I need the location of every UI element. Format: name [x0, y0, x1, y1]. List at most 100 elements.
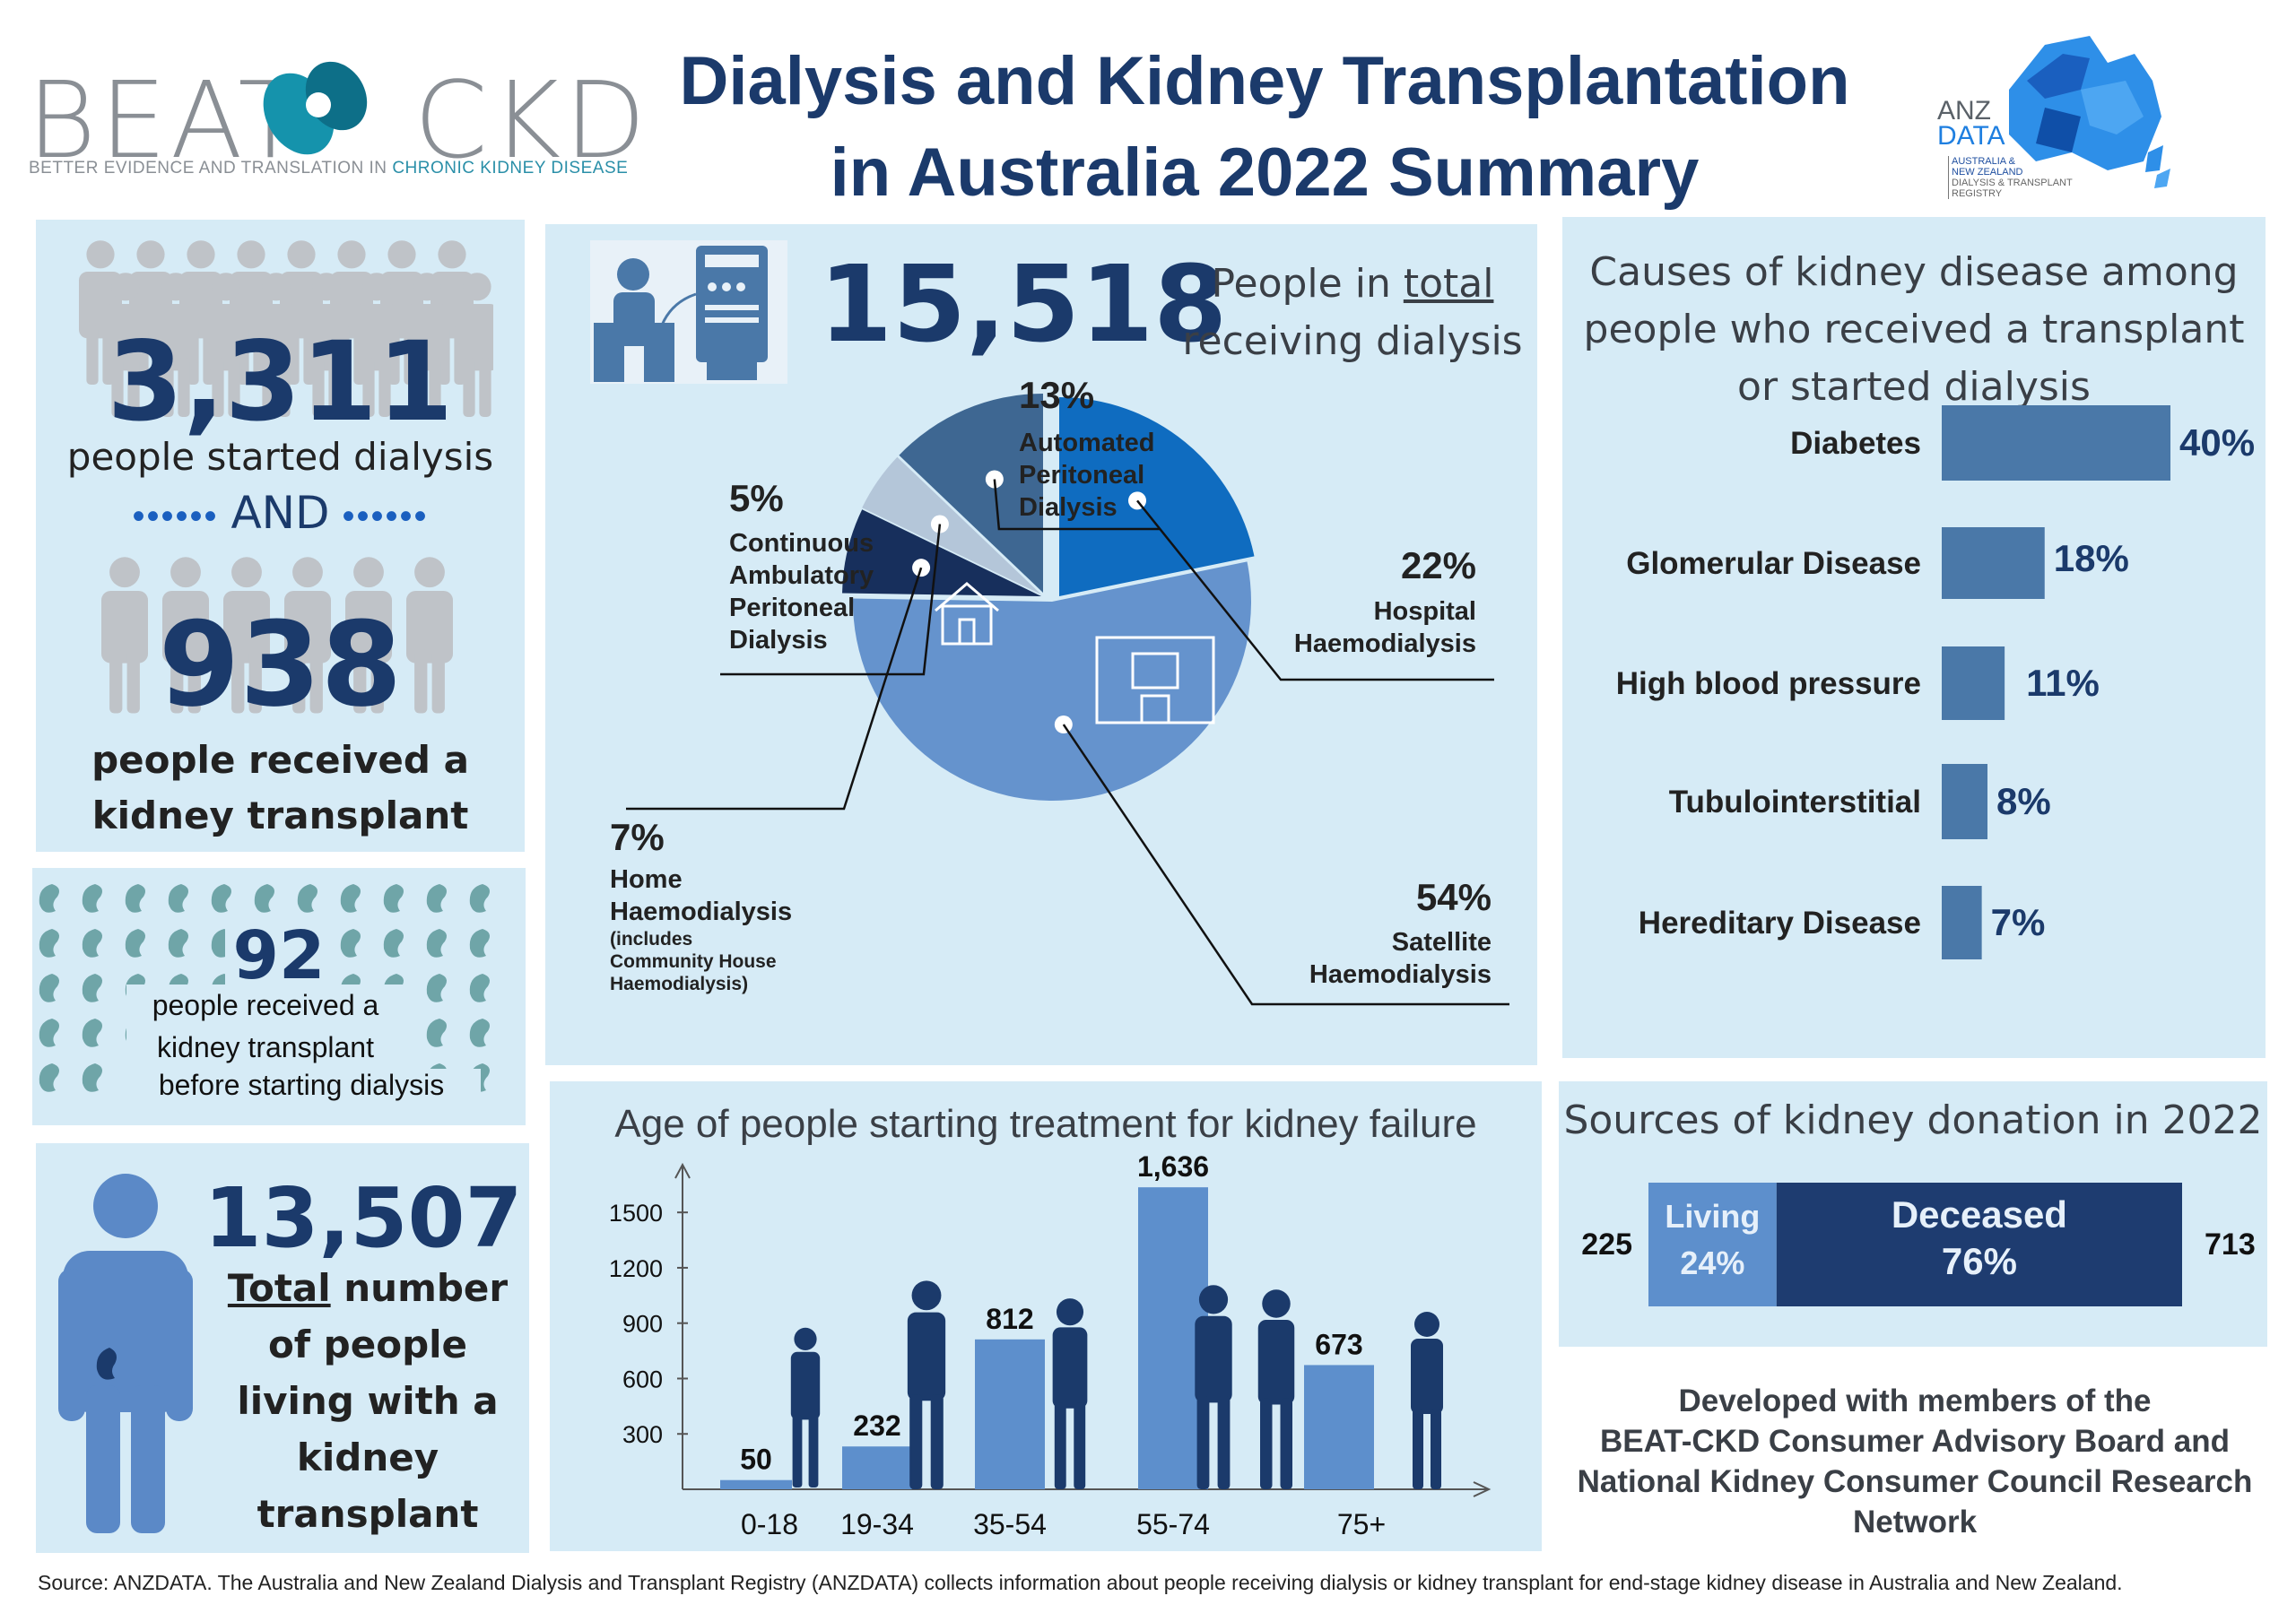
- deceased-count: 713: [2205, 1227, 2256, 1262]
- y-tick-label: 1200: [609, 1255, 663, 1282]
- living-line-3: living with a: [237, 1379, 499, 1423]
- person-icon: [101, 557, 148, 714]
- cause-label: Diabetes: [1790, 426, 1921, 461]
- cause-label: Hereditary Disease: [1639, 906, 1921, 941]
- age-category-label: 19-34: [840, 1508, 914, 1540]
- living-count: 225: [1581, 1227, 1632, 1262]
- cause-bar: [1942, 886, 1982, 959]
- dialysis-total-number: 15,518: [819, 242, 1228, 366]
- kidney-icon: [340, 884, 361, 913]
- age-bar: [975, 1339, 1045, 1489]
- started-dialysis-panel: 3,311 people started dialysis •••••• AND…: [36, 220, 525, 852]
- kidney-icon: [82, 1063, 102, 1092]
- leader-line: [1062, 724, 1509, 1006]
- preemptive-line-3: before starting dialysis: [122, 1069, 481, 1102]
- preemptive-label: people received a kidney transplant: [126, 984, 404, 1069]
- living-label: Living: [1665, 1198, 1760, 1235]
- kidney-icon: [39, 974, 59, 1002]
- y-axis-arrow: [674, 1162, 691, 1179]
- kidney-icon: [168, 884, 188, 913]
- person-icon: [104, 273, 147, 417]
- dialysis-total-label: People in total receiving dialysis: [1173, 256, 1532, 370]
- label-apd: 13% Automated Peritoneal Dialysis: [1019, 374, 1154, 522]
- age-category-label: 35-54: [973, 1508, 1047, 1540]
- y-tick-label: 600: [622, 1366, 663, 1392]
- svg-text:Dialysis: Dialysis: [729, 626, 828, 655]
- person-icon: [405, 273, 448, 417]
- child-silhouette-icon: [790, 1327, 821, 1488]
- living-transplant-label: Total number of people living with a kid…: [215, 1260, 520, 1542]
- living-line-5: transplant: [257, 1492, 479, 1536]
- transplant-label: people received a kidney transplant: [36, 733, 525, 844]
- transplant-label-2: kidney transplant: [91, 794, 469, 837]
- person-icon: [406, 557, 453, 714]
- kidney-icon: [82, 1019, 102, 1047]
- kidney-icon: [426, 884, 447, 913]
- kidney-icon: [383, 929, 404, 958]
- credit-line-4: Network: [1852, 1505, 1978, 1540]
- pie-slice-home-haemodialysis: [842, 509, 1041, 596]
- kidney-icon: [297, 884, 317, 913]
- y-tick-label: 300: [622, 1421, 663, 1448]
- anz-logo-text: ANZ DATA: [1937, 96, 2005, 151]
- kidney-icon: [426, 1019, 447, 1047]
- transplant-label-1: people received a: [91, 738, 469, 782]
- y-tick-label: 900: [622, 1311, 663, 1338]
- svg-text:7%: 7%: [610, 816, 665, 858]
- svg-text:Community House: Community House: [610, 951, 777, 972]
- kidney-icon: [82, 929, 102, 958]
- svg-text:Haemodialysis: Haemodialysis: [1309, 960, 1492, 989]
- person-icon: [355, 273, 398, 417]
- dots-left: ••••••: [132, 497, 219, 536]
- svg-text:5%: 5%: [729, 477, 784, 519]
- deceased-percent: 76%: [1942, 1240, 2017, 1282]
- cause-bar: [1942, 764, 1987, 839]
- kidney-logo-icon: [263, 61, 368, 155]
- anzdata-logo: ANZ DATA AUSTRALIA & NEW ZEALAND DIALYSI…: [1928, 27, 2197, 206]
- transplant-number: 938: [158, 596, 403, 733]
- credit-line-3: National Kidney Consumer Council Researc…: [1577, 1464, 2253, 1499]
- label-capd: 5% Continuous Ambulatory Peritoneal Dialysis: [729, 477, 874, 655]
- causes-title: Causes of kidney disease among people wh…: [1562, 244, 2266, 416]
- kidney-icon: [168, 929, 188, 958]
- age-bar-value: 812: [986, 1303, 1033, 1335]
- cause-value: 18%: [2054, 537, 2129, 579]
- living-line-4: kidney: [296, 1436, 439, 1479]
- kidney-icon: [125, 884, 145, 913]
- person-with-kidney-icon: [58, 1174, 193, 1533]
- person-icon: [204, 273, 248, 417]
- svg-text:Hospital: Hospital: [1374, 597, 1476, 626]
- kidney-icon: [39, 884, 59, 913]
- dialysis-label-2: receiving dialysis: [1182, 318, 1523, 364]
- kidney-icon: [125, 929, 145, 958]
- svg-text:Satellite: Satellite: [1392, 928, 1492, 957]
- label-satellite: 54% Satellite Haemodialysis: [1309, 876, 1492, 989]
- age-bar: [842, 1446, 912, 1489]
- living-line-1: Total number: [227, 1266, 509, 1310]
- age-bar-value: 1,636: [1137, 1150, 1209, 1183]
- living-line-2: of people: [267, 1323, 468, 1366]
- svg-text:Haemodialysis: Haemodialysis: [1294, 629, 1476, 658]
- kidney-icon: [469, 929, 490, 958]
- x-axis-arrow: [1473, 1481, 1492, 1497]
- cause-bar: [1942, 405, 2170, 481]
- svg-text:54%: 54%: [1416, 876, 1492, 918]
- causes-title-2: people who received a transplant: [1583, 307, 2245, 352]
- person-icon: [255, 273, 298, 417]
- leader-line: [1136, 499, 1494, 681]
- pie-slice-hospital-haemodialysis: [1059, 397, 1255, 596]
- pie-slice-continuous-ambulatory-peritoneal-dialysis: [862, 456, 1041, 594]
- label-hospital: 22% Hospital Haemodialysis: [1294, 544, 1476, 658]
- older-adult-silhouette-icon: [1195, 1285, 1232, 1489]
- pie-marker-apd: [985, 470, 1004, 489]
- house-icon: [935, 582, 999, 646]
- age-bar-chart: Age of people starting treatment for kid…: [609, 1102, 1492, 1540]
- svg-text:Haemodialysis): Haemodialysis): [610, 974, 748, 994]
- svg-text:Haemodialysis: Haemodialysis: [610, 898, 792, 926]
- person-icon: [162, 557, 209, 714]
- cause-value: 7%: [1991, 901, 2046, 943]
- causes-title-3: or started dialysis: [1737, 364, 2091, 410]
- kidney-icon: [426, 929, 447, 958]
